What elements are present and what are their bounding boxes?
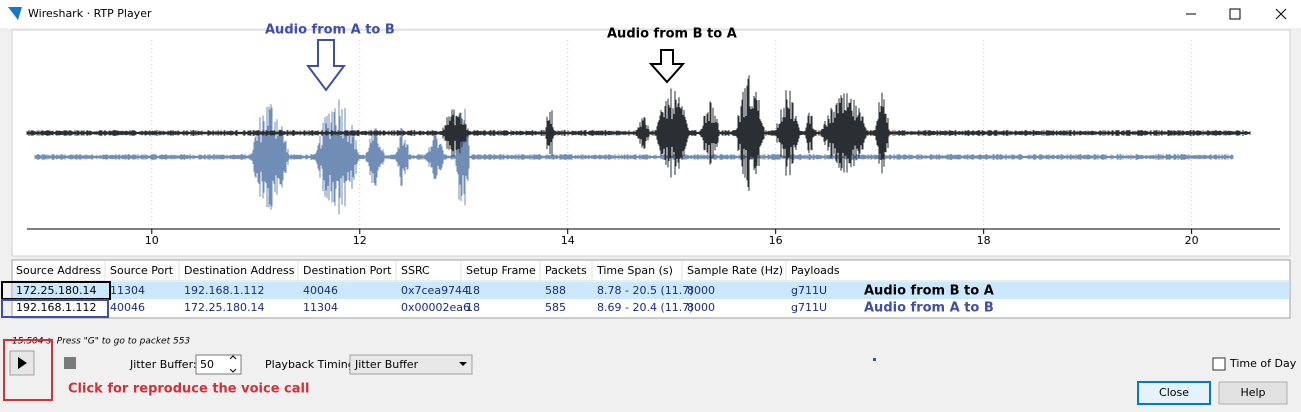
spin-arrows[interactable]: [229, 355, 237, 373]
waveform: [26, 75, 1251, 191]
table-cell: g711U: [791, 284, 827, 297]
column-header: Setup Frame: [466, 264, 536, 277]
time-of-day-checkbox[interactable]: [1212, 357, 1226, 371]
window-title: Wireshark · RTP Player: [28, 7, 152, 20]
annotation-arrow: [648, 49, 686, 84]
row-annotation: Audio from B to A: [864, 284, 994, 299]
help-button[interactable]: [1218, 381, 1288, 405]
table-cell: 8000: [687, 301, 715, 314]
column-header: Destination Port: [303, 264, 392, 277]
jitter-label: Jitter Buffer:: [129, 358, 197, 371]
table-cell: g711U: [791, 301, 827, 314]
dropdown-arrow: [459, 362, 467, 366]
highlight-box: [3, 339, 53, 401]
stop-icon: [64, 357, 76, 369]
title-bar: [0, 0, 1301, 28]
table-content: Source Address Source Port Destination Add…: [16, 261, 994, 316]
table-cell: 192.168.1.112: [184, 284, 264, 297]
close-label: Close: [1159, 386, 1189, 399]
annotation: Audio from B to A: [607, 27, 737, 42]
maximize-button[interactable]: [1229, 8, 1241, 20]
annotation: Audio from A to B: [265, 23, 395, 38]
highlight-box: [1, 299, 109, 318]
table-cell: 585: [545, 301, 566, 314]
table-cell: 11304: [110, 284, 145, 297]
column-header: Source Address: [16, 264, 101, 277]
table-cell: 11304: [303, 301, 338, 314]
time-of-day-label: Time of Day: [1229, 357, 1297, 370]
waveform: [34, 99, 1234, 215]
column-header: Time Span (s): [596, 264, 673, 277]
close-window-button[interactable]: [1275, 8, 1287, 20]
column-header: Sample Rate (Hz): [687, 264, 783, 277]
table-cell: 40046: [303, 284, 338, 297]
jitter-value: 50: [200, 358, 214, 371]
table-cell: 18: [466, 284, 480, 297]
table-cell: 8000: [687, 284, 715, 297]
table-cell: 0x00002ea6: [401, 301, 470, 314]
annotation-arrow: [306, 39, 346, 92]
row-annotation: Audio from A to B: [864, 301, 994, 316]
table-cell: 40046: [110, 301, 145, 314]
x-tick-label: 14: [561, 234, 575, 247]
x-tick-label: 20: [1185, 234, 1199, 247]
help-label: Help: [1240, 386, 1265, 399]
selected-row[interactable]: [13, 282, 1289, 299]
app-icon: [8, 7, 22, 20]
table-cell: 588: [545, 284, 566, 297]
timing-value: Jitter Buffer: [354, 358, 419, 371]
timing-label: Playback Timing:: [265, 358, 358, 371]
table-cell: 0x7cea9744: [401, 284, 469, 297]
column-header: Payloads: [791, 264, 840, 277]
table-cell: 172.25.180.14: [184, 301, 264, 314]
dot: [873, 358, 876, 361]
hint-text: Click for reproduce the voice call: [68, 382, 309, 397]
table-cell: 18: [466, 301, 480, 314]
x-axis-ticks: 10 12 14 16 18 20: [145, 229, 1199, 247]
waveform-plot[interactable]: [11, 29, 1291, 257]
column-header: Destination Address: [184, 264, 295, 277]
x-tick-label: 18: [977, 234, 991, 247]
column-header: Packets: [545, 264, 587, 277]
timing-combobox[interactable]: [349, 354, 473, 375]
table-cell: 8.78 - 20.5 (11.7): [597, 284, 694, 297]
column-header: Source Port: [110, 264, 174, 277]
table-cell: 8.69 - 20.4 (11.7): [597, 301, 694, 314]
status-text: 15.504 s. Press "G" to go to packet 553: [12, 337, 190, 347]
x-tick-label: 16: [769, 234, 783, 247]
x-tick-label: 12: [353, 234, 367, 247]
column-header: SSRC: [401, 264, 430, 277]
close-button[interactable]: [1137, 381, 1211, 405]
table-header: [13, 261, 1289, 281]
play-icon: [18, 357, 27, 369]
table-cell: 172.25.180.14: [16, 284, 96, 297]
x-tick-label: 10: [145, 234, 159, 247]
waveforms: [26, 75, 1251, 215]
table-cell: 192.168.1.112: [16, 301, 96, 314]
